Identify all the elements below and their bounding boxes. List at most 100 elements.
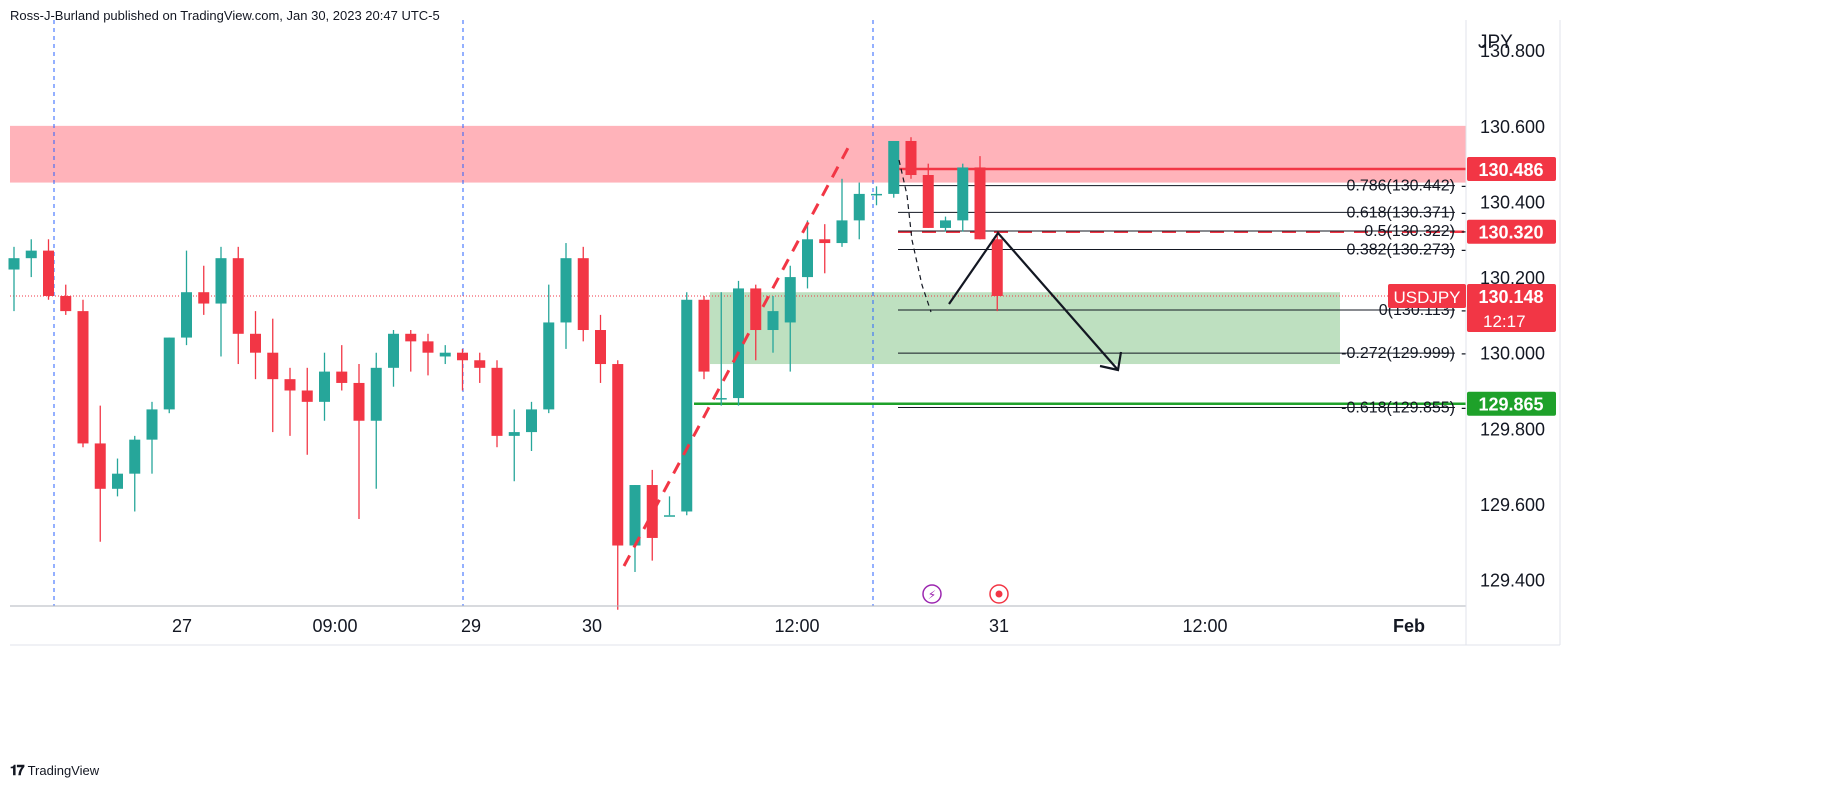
candle-body [146,409,158,440]
candle [457,348,468,391]
currency-label: JPY [1478,32,1513,53]
x-tick-label: Feb [1393,616,1425,636]
fib-extension-tool: 0.786(130.442) -0.618(130.371) -0.5(130.32… [898,178,1466,417]
candle [284,367,296,436]
candle-body [888,140,900,194]
x-tick-label: 09:00 [312,616,357,636]
y-tick-label: 129.400 [1480,571,1545,591]
candle [60,284,72,315]
candle-body [991,239,1003,296]
candle-body [491,367,503,436]
candle [853,182,865,240]
candle-body [25,250,37,259]
last-price-tag: 130.148 12:17 [1467,283,1556,332]
candle [301,367,313,455]
rising-trendline [622,147,850,567]
symbol-tag-bg [1388,283,1466,308]
price-tag-label: 130.320 [1478,223,1543,243]
candle [733,280,744,406]
candle [560,243,572,349]
candle [698,295,710,380]
candle-body [8,258,20,270]
symbol-tag: USDJPY [1388,283,1466,308]
candle-body [836,220,848,244]
candle-body [457,352,468,361]
price-tag-label: 130.486 [1478,160,1543,180]
fib-tick-1: - [1461,204,1466,221]
candle-body [646,485,658,538]
candle [957,163,969,232]
price-tag: 130.486 [1467,156,1556,181]
event-marker-lightning-icon: ⚡ [922,584,942,604]
candle-body [405,333,417,342]
candle-body [560,258,572,323]
fib-label-1: 0.618(130.371) [1346,204,1455,221]
candle-body [784,277,796,323]
candle [595,314,606,383]
footer-brand-label: TradingView [27,763,100,778]
y-tick-label: 130.000 [1480,344,1545,364]
candle [819,224,831,274]
candle-body [577,258,589,331]
candle-body [181,292,192,338]
candle [198,265,210,315]
price-tag-label: 129.865 [1478,395,1543,415]
candle [25,239,37,278]
candle [888,140,900,198]
candle-body [43,250,54,296]
price-tag-bg [1467,391,1556,416]
candle [267,318,279,433]
candle [767,295,779,353]
candle-body [905,140,917,176]
candle-body [370,367,382,421]
candle [112,458,123,497]
fib-anchor-line [898,159,932,313]
fib-label-6: -0.618(129.855) [1341,400,1455,417]
candle [577,246,589,342]
candle [43,239,54,300]
tradingview-logo-icon: 𝟏𝟕 [10,762,25,778]
price-tag-bg [1467,219,1556,244]
candle [974,156,986,240]
candle-body [198,292,210,304]
y-tick-label: 129.600 [1480,495,1545,515]
horizontal-lines [10,167,1466,405]
fib-tick-5: - [1461,345,1466,362]
candle [508,409,520,482]
y-tick-label: 130.600 [1480,117,1545,137]
candle [370,352,382,489]
y-tick-label: 130.800 [1480,41,1545,61]
candle [905,137,917,179]
candle-body [439,352,451,357]
price-tag: 130.320 [1467,219,1556,244]
price-tag: 129.865 [1467,391,1556,416]
candle-body [267,352,279,380]
candle [336,345,348,391]
x-tick-label: 31 [989,616,1009,636]
candle-body [957,167,969,221]
last-price-label: 130.148 [1478,287,1543,307]
candle-body [232,258,244,334]
candles-layer [8,137,1003,610]
fib-tick-6: - [1461,400,1466,417]
candle-body [595,330,606,365]
footer-brand[interactable]: 𝟏𝟕 TradingView [10,762,99,779]
session-separators [53,20,874,606]
fib-tick-4: - [1461,302,1466,319]
candle-body [353,382,365,421]
candle-body [767,311,779,331]
candle-body [319,371,330,402]
candle [784,265,796,372]
candle [146,401,158,474]
y-tick-label: 129.800 [1480,419,1545,439]
candle-body [77,311,89,444]
candle-body [250,333,261,353]
drawings-layer: ⚡ [622,147,1123,604]
symbol-label: USDJPY [1393,288,1460,307]
x-tick-label: 27 [172,616,192,636]
candle [991,235,1003,312]
candle-body [612,364,624,546]
candle [681,292,693,516]
candle [646,469,658,561]
